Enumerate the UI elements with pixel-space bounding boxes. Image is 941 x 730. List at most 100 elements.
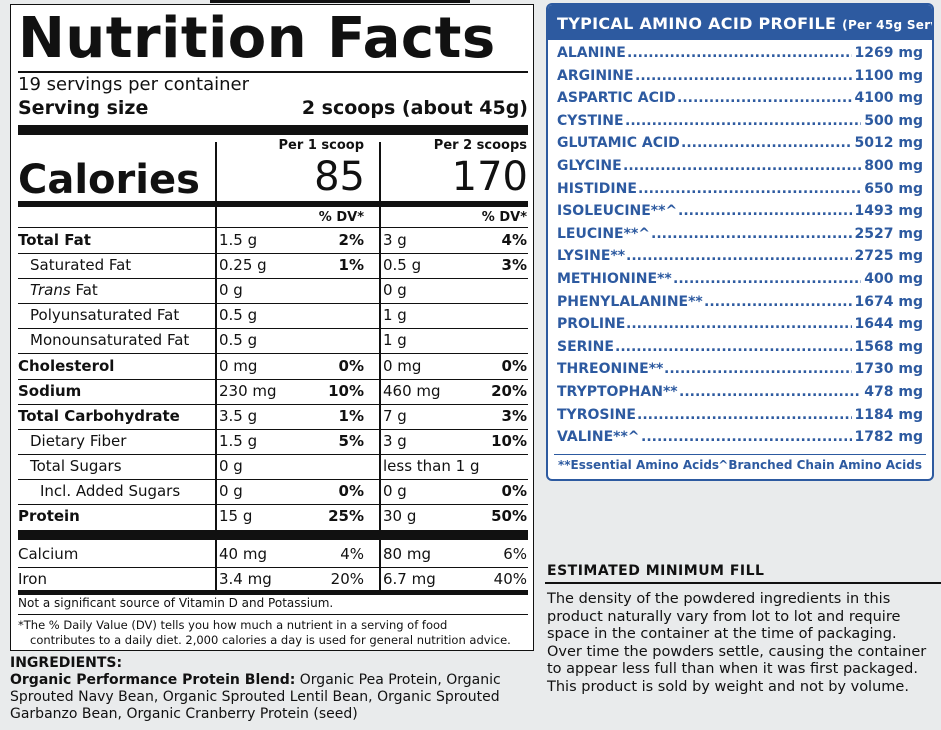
leader-dots: ........................................…	[638, 180, 861, 197]
column-divider-1	[215, 142, 217, 590]
nutrient-label: Total Carbohydrate	[18, 406, 180, 425]
ingredients-text: Organic Performance Protein Blend: Organ…	[10, 672, 530, 723]
bottom-divider	[18, 590, 528, 595]
amino-acid-amount: 500 mg	[864, 112, 923, 129]
amino-acid-amount: 800 mg	[864, 158, 923, 174]
fill-divider	[545, 582, 941, 584]
amino-acid-name: ARGININE	[557, 67, 634, 84]
amino-acid-name: PROLINE	[557, 316, 626, 333]
leader-dots: ........................................…	[637, 406, 852, 423]
nutrient-row: Total Sugars 0 g less than 1 g	[18, 454, 528, 480]
amino-acid-row: TYROSINE................................…	[557, 404, 923, 426]
nutrition-facts-title: Nutrition Facts	[18, 6, 496, 71]
per-2-dv: 0%	[501, 356, 527, 375]
leader-dots: ........................................…	[623, 158, 861, 174]
nutrient-row: Protein 15 g 25% 30 g 50%	[18, 504, 528, 529]
row-divider	[18, 403, 528, 405]
amino-acid-amount: 1100 mg	[854, 67, 923, 84]
top-edge-cutoff	[210, 0, 470, 3]
amino-acid-row: LEUCINE**^..............................…	[557, 223, 923, 245]
nutrient-label: Dietary Fiber	[30, 431, 127, 450]
amino-acid-name: GLYCINE	[557, 158, 622, 174]
amino-acid-name: TYROSINE	[557, 406, 636, 423]
amino-acid-row: GLUTAMIC ACID...........................…	[557, 132, 923, 154]
amino-acid-amount: 1674 mg	[854, 293, 923, 310]
per-1-amount: 0 g	[219, 456, 243, 475]
leader-dots: ........................................…	[679, 384, 861, 400]
amino-acid-name: THREONINE**	[557, 361, 664, 378]
amino-footer-divider	[554, 454, 926, 455]
nutrient-label: Cholesterol	[18, 356, 115, 375]
nutrient-label: Protein	[18, 507, 80, 526]
amino-acid-name: LYSINE**	[557, 248, 626, 265]
per-1-amount: 1.5 g	[219, 431, 258, 450]
per-1-dv: 25%	[328, 507, 364, 526]
amino-acid-name: CYSTINE	[557, 112, 624, 129]
amino-acid-row: ARGININE................................…	[557, 65, 923, 87]
amino-acid-amount: 1644 mg	[854, 316, 923, 333]
blend-list: Organic Pea Protein, Organic Sprouted Na…	[10, 672, 501, 722]
per-1-amount: 0 mg	[219, 356, 258, 375]
amino-acid-amount: 1730 mg	[854, 361, 923, 378]
essential-amino-footnote: **Essential Amino Acids	[558, 458, 720, 472]
row-divider	[18, 328, 528, 330]
amino-acid-name: METHIONINE**	[557, 271, 672, 287]
nutrient-row: Total Fat 1.5 g 2% 3 g 4%	[18, 228, 528, 254]
leader-dots: ........................................…	[626, 248, 852, 265]
per-1-dv: 10%	[328, 381, 364, 400]
leader-dots: ........................................…	[625, 112, 861, 129]
row-divider	[18, 303, 528, 305]
divider	[18, 71, 528, 73]
nutrient-label: Total Sugars	[30, 456, 122, 475]
per-2-amount: 3 g	[383, 231, 407, 249]
amino-acid-amount: 1493 mg	[854, 203, 923, 220]
nutrient-label: Incl. Added Sugars	[40, 482, 181, 500]
per-1-amount: 0.5 g	[219, 306, 258, 325]
nutrient-label: Monounsaturated Fat	[30, 331, 190, 350]
amino-acid-row: PROLINE.................................…	[557, 313, 923, 335]
amino-acid-name: ALANINE	[557, 45, 626, 61]
ingredients-heading: INGREDIENTS:	[10, 655, 123, 671]
per-2-amount: 1 g	[383, 306, 407, 325]
per-2-amount: 3 g	[383, 431, 407, 450]
calories-label: Calories	[18, 157, 200, 203]
amino-acid-row: CYSTINE.................................…	[557, 110, 923, 132]
col1-header: Per 1 scoop	[278, 138, 364, 153]
per-1-amount: 15 g	[219, 507, 253, 526]
per-2-amount: 6.7 mg	[383, 570, 436, 589]
amino-acid-name: ASPARTIC ACID	[557, 90, 676, 107]
per-2-dv: 10%	[491, 431, 527, 450]
nutrient-row: Polyunsaturated Fat 0.5 g 1 g	[18, 303, 528, 330]
row-divider	[18, 504, 528, 505]
row-divider	[18, 253, 528, 254]
daily-value-footnote: *The % Daily Value (DV) tells you how mu…	[18, 618, 528, 648]
nutrient-row: Incl. Added Sugars 0 g 0% 0 g 0%	[18, 479, 528, 505]
amino-acid-amount: 1568 mg	[854, 338, 923, 355]
amino-acid-name: GLUTAMIC ACID	[557, 135, 680, 152]
column-divider-2	[379, 142, 381, 590]
servings-per-container: 19 servings per container	[18, 74, 249, 95]
per-1-amount: 0.25 g	[219, 256, 267, 275]
per-1-amount: 0.5 g	[219, 331, 258, 350]
per-2-amount: 30 g	[383, 507, 417, 526]
nutrient-label: Polyunsaturated Fat	[30, 306, 180, 325]
per-1-dv: 20%	[330, 570, 364, 589]
amino-header: TYPICAL AMINO ACID PROFILE (Per 45g Serv…	[548, 5, 932, 40]
leader-dots: ........................................…	[677, 90, 852, 107]
bcaa-footnote: ^Branched Chain Amino Acids	[718, 458, 922, 472]
per-2-amount: 0 g	[383, 281, 407, 300]
per-2-amount: less than 1 g	[383, 456, 480, 475]
amino-acid-amount: 1184 mg	[854, 406, 923, 423]
per-1-dv: 1%	[338, 256, 364, 275]
per-1-dv: 0%	[338, 356, 364, 375]
amino-acid-amount: 1782 mg	[854, 429, 923, 446]
amino-title: TYPICAL AMINO ACID PROFILE	[557, 14, 837, 33]
per-2-dv: 50%	[491, 507, 527, 526]
calories-per-1-scoop: 85	[314, 154, 365, 200]
not-significant-note: Not a significant source of Vitamin D an…	[18, 596, 334, 610]
ingredients-block: INGREDIENTS: Organic Performance Protein…	[10, 655, 530, 723]
amino-acid-name: ISOLEUCINE**^	[557, 203, 678, 220]
fill-title: ESTIMATED MINIMUM FILL	[547, 563, 765, 579]
serving-size-value: 2 scoops (about 45g)	[301, 97, 528, 119]
footnote-line-2: contributes to a daily diet. 2,000 calor…	[30, 633, 511, 647]
